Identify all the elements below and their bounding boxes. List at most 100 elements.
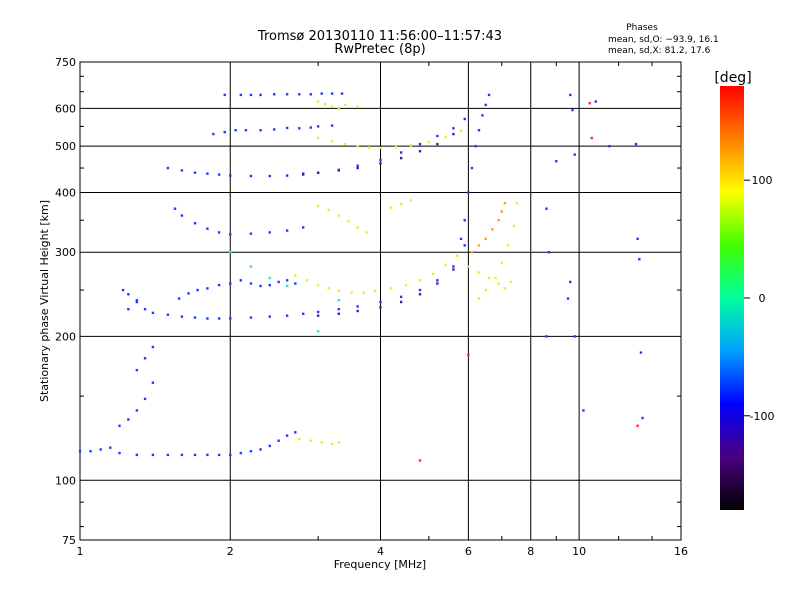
data-point [399,151,403,154]
data-point [229,453,232,457]
data-point [379,300,382,304]
colorbar-label: [deg] [714,70,751,86]
data-point [301,226,305,229]
data-point [285,126,289,130]
data-point [239,451,243,455]
data-point [573,153,576,156]
data-point [196,288,199,292]
data-point [337,107,341,111]
data-point [229,251,232,254]
data-point [109,446,112,449]
x-tick-label: 2 [227,545,234,558]
data-point [547,251,551,254]
data-point [500,261,504,265]
x-tick-label: 4 [377,545,384,558]
data-point [444,136,447,139]
data-point [436,279,439,282]
data-point [368,146,371,149]
data-point [143,357,147,360]
data-point [277,439,280,442]
data-point [409,199,412,202]
data-point [249,232,253,235]
data-point [223,93,226,97]
data-point [206,172,209,175]
data-point [477,128,481,132]
data-point [470,166,474,170]
data-point [379,162,382,165]
data-point [484,237,487,241]
data-point [294,282,297,285]
data-point [298,93,301,96]
data-point [431,272,435,276]
data-point [316,314,320,317]
data-point [259,448,262,451]
data-point [379,158,382,162]
data-point [268,174,271,178]
data-point [467,353,470,357]
data-point [285,284,289,288]
y-axis-label: Stationary phase Virtual Height [km] [38,200,51,402]
data-point [337,307,341,311]
data-point [206,227,209,230]
data-point [217,173,221,176]
data-point [636,424,639,428]
data-point [249,450,253,453]
data-point [193,453,197,457]
data-point [399,203,403,206]
data-point [217,317,221,320]
data-point [285,93,289,96]
data-point [127,307,130,311]
data-point [418,288,422,292]
data-point [394,145,398,149]
data-point [180,169,184,172]
data-point [512,225,516,228]
data-point [259,284,262,288]
data-point [89,450,92,453]
data-point [356,305,359,308]
data-point [285,434,289,437]
data-point [515,201,518,205]
data-point [487,93,491,97]
data-point [268,444,271,448]
data-point [344,142,347,146]
y-tick-label: 400 [55,186,76,199]
y-tick-label: 500 [55,140,76,153]
data-point [379,306,382,309]
data-point [309,93,312,96]
data-point [459,237,463,241]
data-point [404,283,408,287]
data-point [356,144,359,148]
data-point [337,169,341,172]
data-point [316,283,320,287]
data-point [234,128,237,132]
data-point [503,287,507,290]
data-point [330,140,334,143]
data-point [545,207,548,210]
data-point [316,136,320,140]
data-point [273,128,276,131]
data-point [249,282,253,285]
data-point [223,130,226,134]
data-point [301,172,305,175]
data-point [481,114,484,117]
data-point [249,93,253,97]
data-point [330,442,334,446]
data-point [389,206,393,209]
data-point [127,418,130,421]
y-tick-label: 750 [55,56,76,69]
y-tick-label: 75 [62,534,76,547]
data-point [118,451,121,455]
data-point [344,103,347,107]
data-point [389,287,393,290]
data-point [173,207,177,210]
data-point [638,258,641,261]
data-point [143,307,147,311]
data-point [277,280,280,284]
data-point [418,459,422,462]
data-point [452,132,455,136]
data-point [135,300,139,304]
chart-subtitle: RwPretec (8p) [334,42,425,57]
data-point [99,448,102,451]
data-point [456,254,459,257]
data-point [362,291,365,294]
